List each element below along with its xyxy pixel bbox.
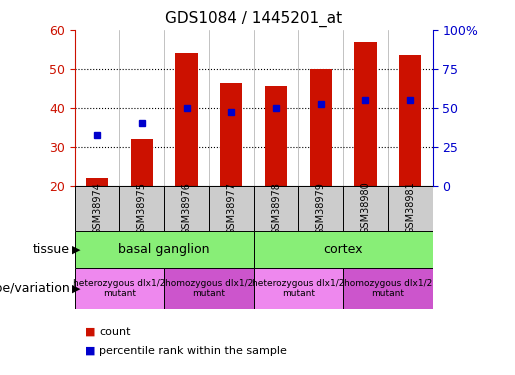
Text: ▶: ▶: [72, 284, 81, 294]
Bar: [220, 82, 243, 186]
Text: GSM38980: GSM38980: [360, 182, 370, 234]
Bar: [119, 186, 164, 231]
Text: cortex: cortex: [323, 243, 363, 256]
Bar: [164, 268, 253, 309]
Bar: [253, 231, 433, 268]
Text: tissue: tissue: [32, 243, 70, 256]
Bar: [253, 268, 343, 309]
Text: ■: ■: [85, 346, 95, 355]
Text: GSM38975: GSM38975: [137, 182, 147, 235]
Bar: [298, 186, 343, 231]
Text: GSM38979: GSM38979: [316, 182, 326, 235]
Text: GSM38977: GSM38977: [226, 182, 236, 235]
Text: homozygous dlx1/2
mutant: homozygous dlx1/2 mutant: [165, 279, 253, 298]
Text: GSM38978: GSM38978: [271, 182, 281, 235]
Bar: [343, 186, 388, 231]
Text: ■: ■: [85, 327, 95, 337]
Bar: [164, 186, 209, 231]
Text: ▶: ▶: [72, 244, 81, 254]
Bar: [175, 53, 198, 186]
Text: genotype/variation: genotype/variation: [0, 282, 70, 295]
Bar: [75, 186, 119, 231]
Bar: [131, 139, 153, 186]
Text: percentile rank within the sample: percentile rank within the sample: [99, 346, 287, 355]
Title: GDS1084 / 1445201_at: GDS1084 / 1445201_at: [165, 11, 342, 27]
Text: count: count: [99, 327, 131, 337]
Bar: [253, 186, 298, 231]
Bar: [354, 42, 376, 186]
Bar: [388, 186, 433, 231]
Text: GSM38976: GSM38976: [181, 182, 192, 235]
Text: homozygous dlx1/2
mutant: homozygous dlx1/2 mutant: [344, 279, 432, 298]
Text: basal ganglion: basal ganglion: [118, 243, 210, 256]
Text: GSM38981: GSM38981: [405, 182, 415, 234]
Bar: [75, 231, 253, 268]
Text: heterozygous dlx1/2
mutant: heterozygous dlx1/2 mutant: [73, 279, 166, 298]
Bar: [343, 268, 433, 309]
Bar: [75, 268, 164, 309]
Bar: [310, 69, 332, 186]
Bar: [265, 86, 287, 186]
Bar: [209, 186, 253, 231]
Bar: [86, 178, 108, 186]
Bar: [399, 55, 421, 186]
Text: heterozygous dlx1/2
mutant: heterozygous dlx1/2 mutant: [252, 279, 345, 298]
Text: GSM38974: GSM38974: [92, 182, 102, 235]
